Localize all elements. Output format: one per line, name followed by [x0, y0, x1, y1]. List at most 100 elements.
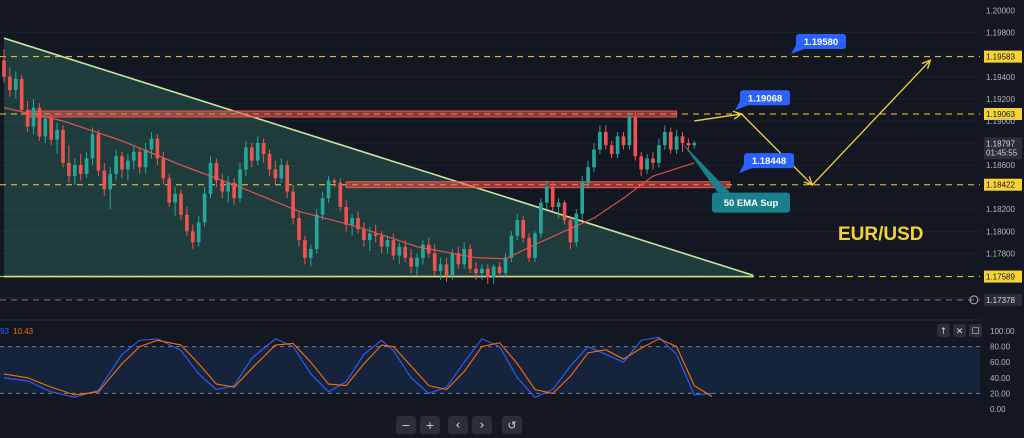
candle-body: [474, 268, 478, 274]
callout-pointer: [739, 164, 752, 174]
candle-body: [49, 118, 54, 140]
candle-body: [491, 266, 496, 278]
candle-body: [238, 169, 242, 199]
price-tag-label: 1.19063: [986, 110, 1015, 119]
candle-body: [244, 147, 248, 170]
candle-body: [126, 160, 130, 170]
projection-arrowhead: [921, 59, 932, 70]
candle-body: [120, 156, 124, 170]
candle-body: [432, 253, 437, 271]
candle-body: [8, 76, 12, 91]
candle-body: [314, 214, 319, 249]
candle-body: [137, 151, 142, 168]
scroll-right-button[interactable]: [472, 416, 492, 434]
price-tag: [984, 270, 1022, 283]
descending-trendline: [3, 37, 754, 277]
candle-body: [592, 149, 596, 168]
candle-body: [332, 180, 337, 183]
candle-body: [533, 233, 537, 258]
candle-body: [185, 214, 189, 232]
candle-body: [344, 206, 349, 225]
candle-body: [356, 218, 360, 230]
osc-axis-label: 0.00: [990, 405, 1006, 414]
price-tag: [984, 293, 1022, 306]
candle-body: [161, 158, 166, 179]
price-tag-label: 1.19583: [986, 53, 1015, 62]
candle-body: [391, 240, 396, 256]
candle-body: [403, 246, 408, 258]
candle-body: [503, 257, 508, 274]
callout-pointer: [682, 142, 730, 193]
candle-body: [568, 220, 573, 243]
candle-body: [308, 248, 313, 258]
candle-body: [651, 158, 655, 163]
candle-body: [415, 257, 419, 267]
candle-body: [173, 193, 177, 203]
pane-up-button[interactable]: [937, 324, 950, 337]
price-tag-label: 1.18422: [986, 181, 1015, 190]
callout-box: [712, 192, 790, 213]
plus-icon: +: [425, 419, 434, 432]
stochastic-axis[interactable]: 100.00 80.00 60.00 40.00 20.00 0.00: [990, 327, 1015, 414]
pane-maximize-button[interactable]: [969, 324, 982, 337]
candle-body: [539, 202, 543, 234]
candle-body: [167, 178, 172, 203]
candle-body: [249, 147, 254, 161]
candle-body: [580, 182, 585, 214]
pane-controls: ↑ ✕ ☐: [937, 324, 982, 337]
countdown-label: 01:45:55: [986, 148, 1018, 157]
candle-body: [379, 235, 384, 247]
projection-arrowhead: [732, 110, 743, 120]
candle-body: [621, 136, 626, 146]
candle-body: [598, 131, 602, 150]
candle-body: [143, 149, 148, 168]
callout-label: 50 EMA Sup: [724, 198, 779, 209]
candle-body: [291, 191, 295, 219]
price-axis[interactable]: 1.20000 1.19800 1.19583 1.19400 1.19200 1.190…: [969, 7, 1022, 306]
scroll-left-button[interactable]: [448, 416, 468, 434]
candle-body: [190, 231, 195, 243]
projection-path: [694, 59, 931, 186]
candle-body: [385, 240, 390, 247]
candle-body: [468, 248, 472, 269]
candle-body: [267, 154, 272, 170]
candle-body: [397, 246, 402, 256]
candle-body: [662, 131, 667, 146]
candle-body: [261, 143, 266, 155]
candle-body: [544, 187, 549, 203]
candle-body: [78, 165, 83, 174]
candle-body: [515, 220, 520, 236]
reset-chart-button[interactable]: [502, 416, 522, 434]
candle-body: [43, 118, 48, 137]
candle-body: [367, 233, 372, 241]
candle-body: [279, 165, 284, 179]
osc-k-legend: 93: [0, 327, 9, 336]
candle-body: [37, 107, 42, 137]
callout-box: [796, 34, 846, 50]
osc-d-line: [3, 338, 713, 397]
candle-body: [462, 248, 467, 265]
price-axis-label: 1.18000: [986, 227, 1015, 236]
candle-body: [96, 134, 101, 171]
grid: [0, 32, 980, 298]
candle-body: [19, 79, 24, 110]
callout-label: 1.18448: [752, 156, 786, 167]
candle-body: [72, 165, 77, 177]
osc-k-line: [3, 336, 713, 398]
candle-body: [615, 136, 620, 155]
candle-body: [373, 233, 378, 236]
price-tag: [984, 178, 1022, 191]
candle-body: [633, 116, 638, 157]
candle-body: [562, 202, 567, 221]
candle-body: [208, 162, 213, 194]
zoom-in-button[interactable]: [420, 416, 440, 434]
osc-axis-label: 20.00: [990, 389, 1011, 398]
pane-close-button[interactable]: [953, 324, 966, 337]
candle-body: [509, 235, 514, 258]
candle-body: [226, 182, 231, 192]
zoom-out-button[interactable]: [396, 416, 416, 434]
chevron-left-icon: ‹: [455, 418, 460, 433]
candle-body: [214, 162, 219, 181]
candle-body: [421, 244, 425, 258]
